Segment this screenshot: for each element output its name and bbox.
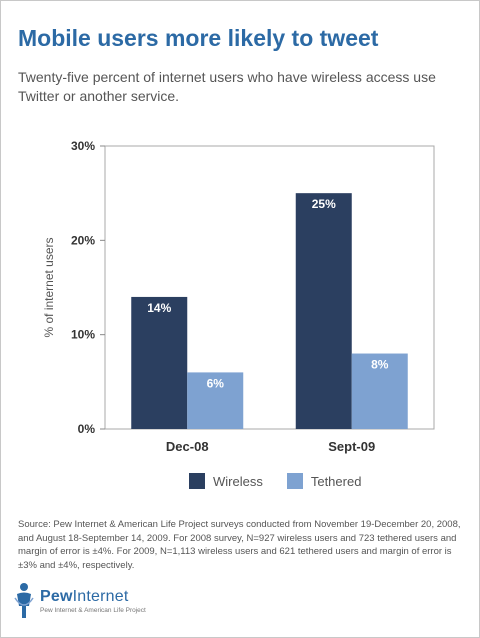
legend-label-tethered: Tethered: [310, 473, 362, 489]
logo-name-bold: Pew: [40, 588, 73, 605]
bar-chart: 0% 10% 20% 30% % of internet users 14% 6% Dec-0…: [42, 139, 435, 454]
x-category-label: Sept-09: [328, 439, 375, 454]
legend-swatch-wireless: [189, 473, 205, 489]
legend-label-wireless: Wireless: [213, 473, 263, 489]
y-tick-label: 20%: [71, 233, 95, 247]
legend-swatch-tethered: [286, 473, 303, 489]
y-tick-label: 0%: [78, 422, 96, 436]
legend-item-tethered: Tethered: [286, 473, 362, 489]
y-axis-label: % of internet users: [42, 237, 56, 337]
legend-item-wireless: Wireless: [189, 473, 263, 489]
source-note: Source: Pew Internet & American Life Pro…: [18, 519, 461, 571]
logo-name-thin: Internet: [72, 588, 129, 605]
bar-data-label: 14%: [147, 301, 171, 315]
bar-tethered-dec-08: [187, 372, 244, 429]
bar-wireless-sept-09: [295, 193, 352, 429]
chart-legend: Wireless Tethered: [189, 473, 375, 489]
bar-data-label: 8%: [371, 358, 389, 372]
pew-figure-icon: [14, 583, 34, 618]
bar-data-label: 6%: [207, 376, 225, 390]
x-category-label: Dec-08: [166, 439, 209, 454]
pew-internet-logo: PewInternet Pew Internet & American Life…: [13, 581, 146, 621]
chart-subtitle: Twenty-five percent of internet users wh…: [18, 69, 436, 104]
chart-title: Mobile users more likely to tweet: [18, 25, 379, 51]
y-tick-label: 30%: [71, 139, 95, 153]
y-tick-label: 10%: [71, 328, 95, 342]
bar-wireless-dec-08: [131, 296, 188, 429]
bar-data-label: 25%: [312, 197, 336, 211]
bar-tethered-sept-09: [351, 353, 408, 429]
logo-tagline: Pew Internet & American Life Project: [40, 607, 146, 614]
